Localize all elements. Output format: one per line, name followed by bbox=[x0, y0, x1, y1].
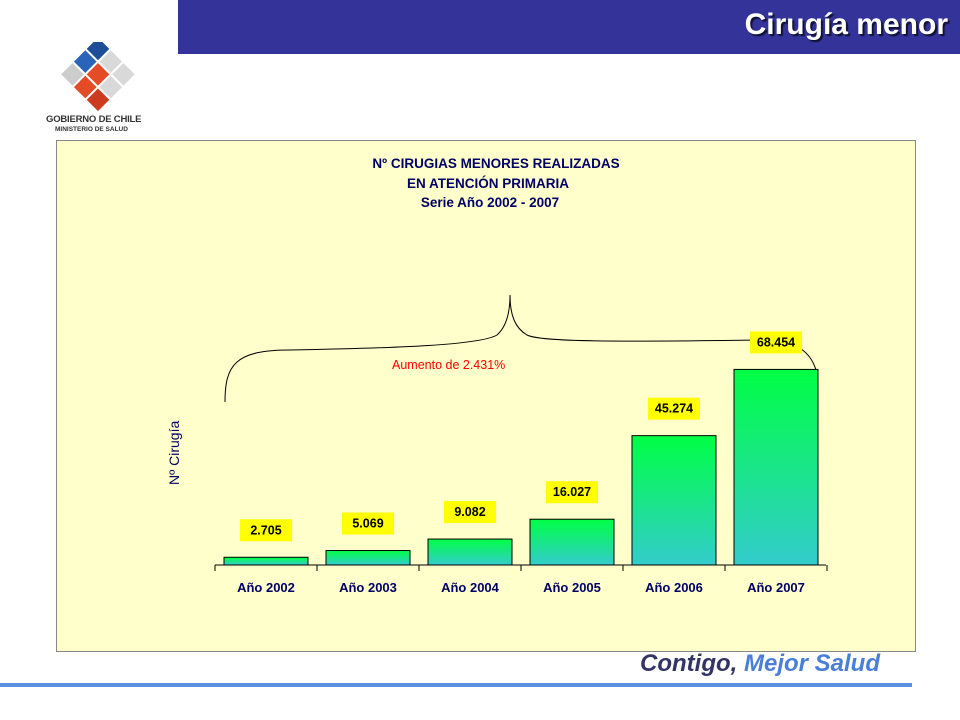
data-label-box bbox=[750, 331, 802, 354]
data-label-box bbox=[546, 481, 598, 504]
gobierno-logo-icon bbox=[61, 42, 135, 112]
data-label-box bbox=[444, 501, 496, 524]
footer-slogan: Contigo, Mejor Salud bbox=[640, 650, 880, 678]
bar-Año 2002 bbox=[223, 556, 309, 566]
title-bar: Cirugía menor bbox=[178, 0, 960, 54]
logo-text-gobierno: GOBIERNO DE CHILE bbox=[46, 114, 142, 125]
bar-Año 2006 bbox=[631, 435, 717, 566]
data-label-box bbox=[240, 519, 292, 542]
bar-Año 2004 bbox=[427, 538, 513, 566]
x-tick-label: Año 2007 bbox=[747, 580, 805, 595]
bar-Año 2003 bbox=[325, 550, 411, 566]
data-label-box bbox=[342, 512, 394, 535]
data-label: 16.027 bbox=[553, 485, 591, 499]
data-label: 2.705 bbox=[250, 523, 281, 537]
data-label: 68.454 bbox=[757, 335, 795, 349]
footer-slogan-part1: Contigo, bbox=[640, 650, 738, 677]
chart-title-line-3: Serie Año 2002 - 2007 bbox=[421, 195, 559, 210]
growth-brace bbox=[224, 294, 819, 403]
x-tick-label: Año 2005 bbox=[543, 580, 601, 595]
x-tick-label: Año 2006 bbox=[645, 580, 703, 595]
bar-Año 2005 bbox=[529, 518, 615, 566]
x-tick-label: Año 2003 bbox=[339, 580, 397, 595]
data-label: 45.274 bbox=[655, 402, 693, 416]
footer-divider bbox=[0, 683, 912, 687]
logo-text-ministerio: MINISTERIO DE SALUD bbox=[55, 126, 128, 133]
chart-title-line-1: Nº CIRUGIAS MENORES REALIZADAS bbox=[372, 156, 619, 171]
chart-title-line-2: EN ATENCIÓN PRIMARIA bbox=[407, 176, 569, 191]
data-label-box bbox=[648, 397, 700, 420]
slide-title: Cirugía menor bbox=[744, 8, 948, 41]
bar-Año 2007 bbox=[733, 368, 819, 566]
growth-annotation: Aumento de 2.431% bbox=[392, 358, 505, 372]
x-tick-label: Año 2002 bbox=[237, 580, 295, 595]
x-tick-label: Año 2004 bbox=[441, 580, 500, 595]
data-label: 5.069 bbox=[352, 517, 383, 531]
data-label: 9.082 bbox=[454, 505, 485, 519]
y-axis-label: Nº Cirugía bbox=[166, 421, 182, 485]
footer-slogan-part2: Mejor Salud bbox=[743, 650, 881, 677]
